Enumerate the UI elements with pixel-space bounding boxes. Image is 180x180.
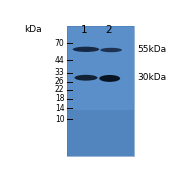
Text: 2: 2 [106,25,112,35]
Text: kDa: kDa [24,25,42,34]
Text: 14: 14 [55,104,64,113]
Text: 30kDa: 30kDa [138,73,167,82]
Ellipse shape [73,47,99,52]
Text: 22: 22 [55,85,64,94]
Bar [67,26,134,156]
Text: 10: 10 [55,115,64,124]
Text: 33: 33 [55,68,64,77]
Bar [67,111,134,156]
Ellipse shape [100,48,122,52]
Text: 1: 1 [81,25,87,35]
Text: 26: 26 [55,77,64,86]
Ellipse shape [99,75,120,82]
Text: 70: 70 [55,39,64,48]
Text: 44: 44 [55,56,64,65]
Text: 55kDa: 55kDa [138,45,167,54]
Ellipse shape [75,75,98,81]
Bar [67,26,134,156]
Text: 18: 18 [55,94,64,103]
